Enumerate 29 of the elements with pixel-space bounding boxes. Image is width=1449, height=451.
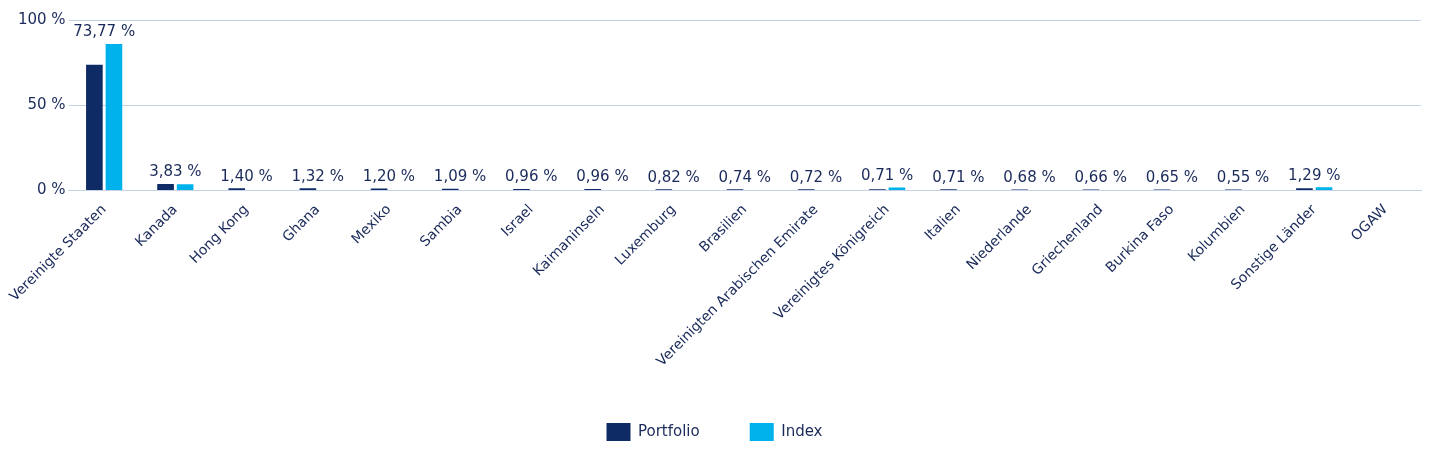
bar [105, 43, 123, 191]
data-label: 0,71 % [860, 165, 914, 184]
data-label: 0,66 % [1074, 167, 1127, 186]
bar [157, 184, 174, 191]
data-label: 1,32 % [291, 166, 344, 185]
data-label: 0,96 % [576, 167, 629, 186]
data-label: 1,40 % [220, 166, 273, 185]
legend-label: Portfolio [638, 421, 700, 440]
data-label: 0,72 % [789, 167, 843, 186]
data-label: 0,96 % [505, 167, 558, 186]
data-label: 0,65 % [1145, 167, 1199, 186]
bar [1315, 187, 1333, 191]
data-label: 0,55 % [1216, 168, 1270, 186]
y-tick-label: 100 % [17, 9, 66, 28]
data-label: 1,20 % [362, 166, 416, 185]
data-label: 0,82 % [647, 167, 700, 186]
data-label: 0,74 % [718, 167, 771, 186]
bar [176, 184, 194, 191]
data-label: 1,29 % [1288, 165, 1341, 184]
data-label: 1,09 % [433, 167, 487, 186]
data-label: 73,77 % [73, 22, 136, 41]
legend-label: Index [781, 421, 823, 440]
y-tick-label: 0 % [37, 180, 66, 199]
data-label: 3,83 % [149, 162, 202, 181]
bar [888, 187, 906, 191]
y-tick-label: 50 % [27, 95, 66, 114]
data-label: 0,68 % [1003, 167, 1056, 186]
data-label: 0,71 % [932, 167, 985, 186]
bar [86, 64, 103, 191]
